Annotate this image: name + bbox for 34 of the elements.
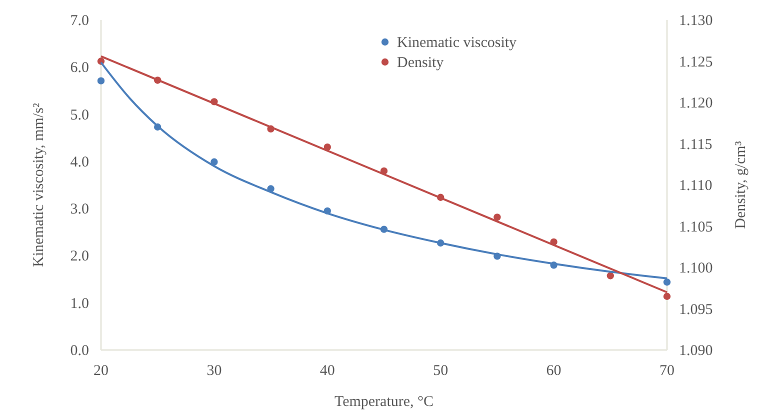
y-tick-label: 2.0 (70, 248, 89, 265)
y2-tick-label: 1.130 (679, 13, 713, 29)
y-tick-label: 1.0 (70, 296, 89, 312)
y2-axis-title: Density, g/cm³ (733, 140, 749, 229)
point (606, 272, 614, 280)
y-tick-label: 5.0 (70, 107, 89, 124)
x-tick-label: 40 (320, 363, 335, 379)
y-axis-title: Kinematic viscosity, mm/s² (31, 102, 47, 267)
x-axis-title: Temperature, °C (334, 394, 434, 410)
y-tick-label: 3.0 (70, 202, 89, 218)
x-tick-label: 20 (94, 363, 108, 379)
point (663, 278, 671, 286)
y2-tick-label: 1.120 (679, 96, 713, 112)
x-tick-label: 70 (660, 363, 674, 379)
point (97, 77, 105, 84)
y2-tick-label: 1.100 (679, 260, 713, 276)
legend-label: Kinematic viscosity (397, 35, 518, 51)
y-tick-label: 4.0 (70, 154, 89, 170)
y2-tick-label: 1.095 (679, 302, 713, 318)
y-tick-label: 0.0 (70, 343, 89, 359)
legend-label: Density (397, 55, 444, 71)
point (663, 292, 671, 300)
y2-tick-label: 1.090 (679, 343, 713, 359)
y2-tick-label: 1.125 (679, 54, 713, 70)
x-tick-label: 60 (546, 363, 562, 379)
y-tick-label: 7.0 (70, 13, 89, 29)
y2-tick-label: 1.110 (679, 178, 712, 194)
x-tick-label: 50 (433, 363, 448, 379)
y2-tick-label: 1.105 (679, 219, 713, 236)
point (494, 214, 501, 221)
point (210, 158, 218, 166)
y-tick-label: 6.0 (70, 60, 89, 76)
x-tick-label: 30 (206, 363, 222, 379)
y2-tick-label: 1.115 (679, 136, 712, 153)
